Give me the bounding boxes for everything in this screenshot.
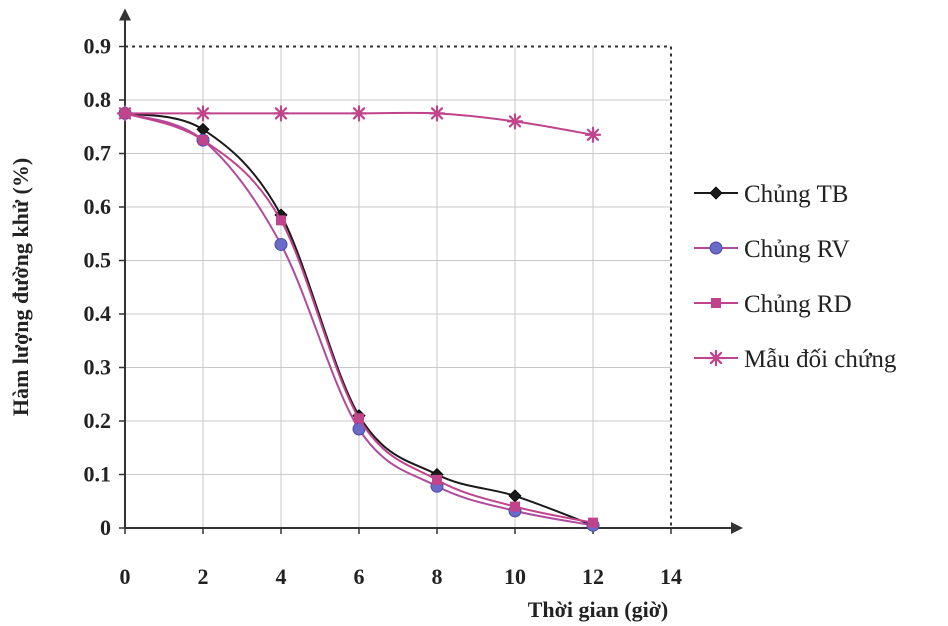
- data-point: [508, 489, 522, 503]
- legend-item: Chủng RV: [694, 236, 850, 263]
- y-tick-label: 0.8: [84, 87, 112, 112]
- asterisk-stroke: [118, 107, 132, 120]
- legend-label: Chủng RD: [744, 291, 852, 318]
- asterisk-stroke: [508, 115, 522, 128]
- y-tick-label: 0.1: [84, 462, 112, 487]
- data-point: [354, 413, 364, 424]
- x-axis-label: Thời gian (giờ): [528, 597, 669, 622]
- data-point: [272, 105, 290, 122]
- legend-marker: [711, 298, 721, 308]
- asterisk-stroke: [352, 107, 366, 120]
- data-point: [116, 105, 134, 122]
- y-tick-label: 0: [100, 515, 111, 540]
- legend-label: Chủng RV: [744, 236, 850, 263]
- legend-marker: [709, 241, 723, 255]
- data-point: [350, 105, 368, 122]
- series-layer: [116, 105, 602, 532]
- x-tick-label: 6: [354, 564, 365, 589]
- legend-item: Chủng RD: [694, 291, 852, 318]
- x-tick-label: 0: [120, 564, 131, 589]
- asterisk-stroke: [196, 107, 210, 120]
- y-axis-label: Hàm lượng đường khử (%): [8, 158, 33, 416]
- legend-item: Chủng TB: [694, 181, 848, 208]
- x-tick-label: 12: [582, 564, 604, 589]
- data-point: [588, 517, 598, 528]
- data-point: [198, 135, 208, 146]
- asterisk-stroke: [430, 107, 444, 120]
- y-tick-label: 0.9: [84, 34, 112, 59]
- x-tick-label: 14: [660, 564, 682, 589]
- axes: [119, 8, 743, 534]
- x-tick-label: 10: [504, 564, 526, 589]
- legend-label: Mẫu đối chứng: [744, 346, 897, 373]
- legend-marker: [709, 186, 723, 200]
- x-tick-label: 8: [432, 564, 443, 589]
- x-tick-label: 4: [276, 564, 287, 589]
- data-point: [274, 237, 288, 251]
- data-point: [194, 105, 212, 122]
- y-tick-label: 0.6: [84, 194, 112, 219]
- series-asterisk: [116, 105, 602, 143]
- y-tick-label: 0.2: [84, 408, 112, 433]
- asterisk-stroke: [586, 128, 600, 141]
- y-tick-label: 0.7: [84, 141, 112, 166]
- asterisk-stroke: [709, 351, 723, 365]
- asterisk-stroke: [274, 107, 288, 120]
- y-tick-label: 0.3: [84, 355, 112, 380]
- legend-label: Chủng TB: [744, 181, 848, 208]
- tick-labels: 0 0.1 0.2 0.3 0.4 0.5 0.6 0.7 0.8 0.9 0 2 4 6 8 10 12 14: [84, 34, 683, 590]
- x-tick-label: 2: [198, 564, 209, 589]
- data-point: [276, 215, 286, 226]
- data-point: [510, 501, 520, 512]
- y-axis-arrow: [119, 8, 131, 21]
- legend-marker: [707, 349, 725, 367]
- legend: Chủng TB Chủng RV Chủng RD Mẫu đối chứng: [694, 181, 897, 373]
- x-axis-arrow: [731, 522, 743, 534]
- y-tick-label: 0.4: [84, 301, 112, 326]
- data-point: [506, 113, 524, 130]
- data-point: [584, 126, 602, 143]
- legend-item: Mẫu đối chứng: [694, 346, 897, 373]
- y-tick-label: 0.5: [84, 248, 112, 273]
- data-point: [432, 474, 442, 485]
- data-point: [428, 105, 446, 122]
